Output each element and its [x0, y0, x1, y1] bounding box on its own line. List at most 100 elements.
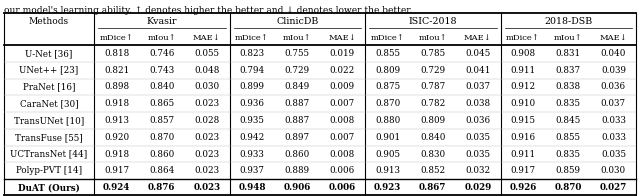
Text: 0.840: 0.840	[420, 133, 445, 142]
Text: 0.923: 0.923	[374, 183, 401, 192]
Text: 0.887: 0.887	[285, 99, 310, 108]
Text: 0.023: 0.023	[195, 133, 220, 142]
Text: TransUNet [10]: TransUNet [10]	[14, 116, 84, 125]
Text: 0.860: 0.860	[149, 150, 174, 159]
Text: 0.036: 0.036	[465, 116, 490, 125]
Text: 0.785: 0.785	[420, 49, 445, 58]
Text: 0.782: 0.782	[420, 99, 445, 108]
Text: MAE↓: MAE↓	[600, 34, 627, 42]
Text: 0.029: 0.029	[464, 183, 492, 192]
Text: 0.870: 0.870	[149, 133, 174, 142]
Text: 0.840: 0.840	[149, 83, 175, 92]
Text: 0.889: 0.889	[285, 166, 310, 175]
Text: 0.926: 0.926	[509, 183, 537, 192]
Text: 0.787: 0.787	[420, 83, 445, 92]
Text: 0.845: 0.845	[556, 116, 581, 125]
Text: 0.039: 0.039	[601, 66, 626, 75]
Text: 0.920: 0.920	[104, 133, 129, 142]
Text: 0.933: 0.933	[239, 150, 264, 159]
Text: 0.865: 0.865	[149, 99, 174, 108]
Text: 0.915: 0.915	[511, 116, 536, 125]
Text: 0.835: 0.835	[556, 150, 580, 159]
Text: 0.006: 0.006	[329, 183, 356, 192]
Text: 0.875: 0.875	[375, 83, 400, 92]
Text: 0.849: 0.849	[285, 83, 310, 92]
Text: 0.055: 0.055	[195, 49, 220, 58]
Text: 0.729: 0.729	[285, 66, 310, 75]
Text: 0.913: 0.913	[375, 166, 400, 175]
Text: MAE↓: MAE↓	[464, 34, 492, 42]
Text: 0.007: 0.007	[330, 133, 355, 142]
Text: mDice↑: mDice↑	[506, 34, 540, 42]
Text: 0.030: 0.030	[195, 83, 220, 92]
Text: 0.040: 0.040	[601, 49, 626, 58]
Text: 0.942: 0.942	[239, 133, 265, 142]
Text: 0.729: 0.729	[420, 66, 445, 75]
Text: 0.033: 0.033	[601, 133, 626, 142]
Text: 0.859: 0.859	[556, 166, 580, 175]
Text: 0.746: 0.746	[149, 49, 175, 58]
Text: 0.755: 0.755	[285, 49, 310, 58]
Text: ClinicDB: ClinicDB	[276, 17, 319, 26]
Text: 0.913: 0.913	[104, 116, 129, 125]
Text: TransFuse [55]: TransFuse [55]	[15, 133, 83, 142]
Text: U-Net [36]: U-Net [36]	[26, 49, 73, 58]
Text: 0.937: 0.937	[239, 166, 264, 175]
Text: ISIC-2018: ISIC-2018	[408, 17, 457, 26]
Text: 0.794: 0.794	[239, 66, 265, 75]
Text: 0.916: 0.916	[511, 133, 536, 142]
Text: 0.809: 0.809	[375, 66, 400, 75]
Text: 0.887: 0.887	[285, 116, 310, 125]
Text: 0.936: 0.936	[239, 99, 264, 108]
Text: 0.022: 0.022	[330, 66, 355, 75]
Text: 0.908: 0.908	[511, 49, 536, 58]
Text: mIou↑: mIou↑	[283, 34, 312, 42]
Text: 0.818: 0.818	[104, 49, 129, 58]
Text: 0.048: 0.048	[194, 66, 220, 75]
Text: Methods: Methods	[29, 17, 69, 26]
Text: UNet++ [23]: UNet++ [23]	[19, 66, 79, 75]
Text: 0.028: 0.028	[195, 116, 220, 125]
Text: 0.864: 0.864	[149, 166, 175, 175]
Text: 0.831: 0.831	[556, 49, 581, 58]
Text: 0.855: 0.855	[375, 49, 400, 58]
Text: 0.032: 0.032	[465, 166, 490, 175]
Text: 0.852: 0.852	[420, 166, 445, 175]
Text: 0.037: 0.037	[601, 99, 626, 108]
Text: 0.867: 0.867	[419, 183, 447, 192]
Text: 0.036: 0.036	[601, 83, 626, 92]
Text: 0.038: 0.038	[465, 99, 490, 108]
Text: 0.857: 0.857	[149, 116, 174, 125]
Text: 0.880: 0.880	[375, 116, 400, 125]
Text: 0.023: 0.023	[195, 150, 220, 159]
Text: 0.007: 0.007	[330, 99, 355, 108]
Text: 2018-DSB: 2018-DSB	[544, 17, 593, 26]
Text: MAE↓: MAE↓	[328, 34, 356, 42]
Text: 0.008: 0.008	[330, 116, 355, 125]
Text: 0.823: 0.823	[239, 49, 265, 58]
Text: 0.030: 0.030	[601, 166, 626, 175]
Text: mDice↑: mDice↑	[236, 34, 269, 42]
Text: 0.917: 0.917	[104, 166, 129, 175]
Text: DuAT (Ours): DuAT (Ours)	[18, 183, 80, 192]
Text: 0.809: 0.809	[420, 116, 445, 125]
Text: mIou↑: mIou↑	[147, 34, 176, 42]
Text: 0.821: 0.821	[104, 66, 129, 75]
Text: 0.743: 0.743	[149, 66, 174, 75]
Text: 0.906: 0.906	[284, 183, 311, 192]
Text: 0.899: 0.899	[239, 83, 264, 92]
Text: 0.901: 0.901	[375, 133, 400, 142]
Text: MAE↓: MAE↓	[193, 34, 221, 42]
Text: 0.870: 0.870	[375, 99, 400, 108]
Text: UCTransNet [44]: UCTransNet [44]	[10, 150, 88, 159]
Text: 0.023: 0.023	[193, 183, 220, 192]
Text: 0.835: 0.835	[556, 99, 580, 108]
Text: 0.918: 0.918	[104, 150, 129, 159]
Text: 0.935: 0.935	[239, 116, 264, 125]
Text: PraNet [16]: PraNet [16]	[23, 83, 76, 92]
Text: 0.023: 0.023	[195, 166, 220, 175]
Text: mDice↑: mDice↑	[371, 34, 404, 42]
Text: Kvasir: Kvasir	[147, 17, 177, 26]
Text: mIou↑: mIou↑	[554, 34, 582, 42]
Text: 0.045: 0.045	[465, 49, 490, 58]
